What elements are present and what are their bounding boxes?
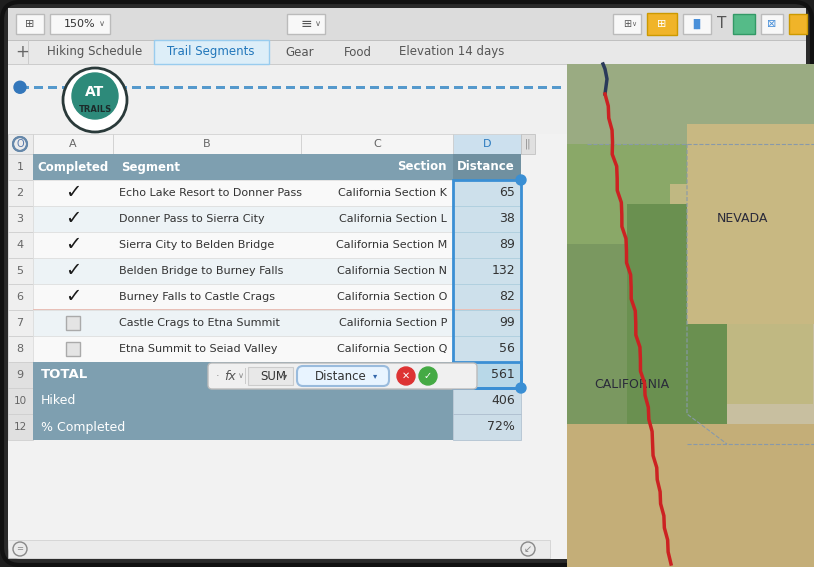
Bar bbox=[453, 180, 521, 206]
Bar bbox=[314, 86, 323, 88]
Text: Completed: Completed bbox=[37, 160, 108, 174]
Text: Donner Pass to Sierra City: Donner Pass to Sierra City bbox=[119, 214, 265, 224]
Text: Castle Crags to Etna Summit: Castle Crags to Etna Summit bbox=[119, 318, 280, 328]
Bar bbox=[33, 154, 521, 180]
Bar bbox=[453, 232, 521, 258]
Bar bbox=[33, 206, 453, 232]
Text: ✕: ✕ bbox=[402, 371, 410, 381]
Bar bbox=[8, 180, 33, 206]
Text: Hiked: Hiked bbox=[41, 395, 77, 408]
Text: 561: 561 bbox=[492, 369, 515, 382]
Bar bbox=[216, 86, 225, 88]
Text: ▾: ▾ bbox=[373, 371, 377, 380]
Text: 4: 4 bbox=[16, 240, 24, 250]
Text: Trail Segments: Trail Segments bbox=[167, 45, 255, 58]
Text: ∨: ∨ bbox=[238, 371, 244, 380]
Text: 82: 82 bbox=[499, 290, 515, 303]
Text: =: = bbox=[16, 544, 24, 553]
Bar bbox=[510, 86, 519, 88]
Text: Food: Food bbox=[344, 45, 372, 58]
Text: California Section O: California Section O bbox=[337, 292, 447, 302]
Text: 12: 12 bbox=[13, 422, 27, 432]
Text: 406: 406 bbox=[492, 395, 515, 408]
Bar bbox=[453, 414, 521, 440]
Bar bbox=[496, 86, 505, 88]
Bar bbox=[538, 86, 547, 88]
Bar bbox=[8, 258, 33, 284]
Bar bbox=[8, 154, 33, 180]
Bar bbox=[188, 86, 197, 88]
Text: A: A bbox=[69, 139, 77, 149]
Text: Etna Summit to Seiad Valley: Etna Summit to Seiad Valley bbox=[119, 344, 278, 354]
Text: 8: 8 bbox=[16, 344, 24, 354]
Bar bbox=[412, 86, 421, 88]
Bar bbox=[286, 86, 295, 88]
Circle shape bbox=[14, 81, 26, 93]
Text: 72%: 72% bbox=[487, 421, 515, 434]
Text: ∨: ∨ bbox=[315, 19, 321, 28]
Bar bbox=[8, 284, 33, 310]
Bar bbox=[453, 388, 521, 414]
Text: ✓: ✓ bbox=[424, 371, 432, 381]
Bar bbox=[453, 134, 521, 154]
Text: TOTAL: TOTAL bbox=[41, 369, 88, 382]
Text: ⊞: ⊞ bbox=[25, 19, 35, 29]
Bar bbox=[552, 86, 561, 88]
Text: O: O bbox=[16, 139, 24, 149]
Bar bbox=[670, 184, 813, 404]
Bar bbox=[118, 86, 127, 88]
Circle shape bbox=[516, 383, 526, 393]
Bar bbox=[567, 144, 710, 344]
Bar bbox=[300, 86, 309, 88]
Text: TRAILS: TRAILS bbox=[78, 104, 112, 113]
Bar bbox=[8, 388, 33, 414]
Text: B: B bbox=[204, 139, 211, 149]
Text: AT: AT bbox=[85, 85, 105, 99]
Text: Elevation 14 days: Elevation 14 days bbox=[400, 45, 505, 58]
Text: California Section L: California Section L bbox=[339, 214, 447, 224]
Bar bbox=[453, 206, 521, 232]
Text: fx: fx bbox=[224, 370, 236, 383]
Bar bbox=[33, 284, 453, 310]
Bar bbox=[627, 204, 727, 424]
Text: California Section Q: California Section Q bbox=[337, 344, 447, 354]
Bar bbox=[384, 86, 393, 88]
Bar bbox=[733, 14, 755, 34]
Text: ▐▌: ▐▌ bbox=[689, 19, 704, 29]
Bar bbox=[567, 424, 814, 567]
Bar bbox=[453, 310, 521, 336]
Bar bbox=[521, 134, 535, 154]
Bar bbox=[272, 86, 281, 88]
Bar bbox=[8, 40, 806, 64]
Bar bbox=[174, 86, 183, 88]
Bar bbox=[230, 86, 239, 88]
FancyBboxPatch shape bbox=[297, 366, 389, 386]
Bar bbox=[8, 8, 806, 40]
Text: 10: 10 bbox=[14, 396, 27, 406]
Text: CALIFORNIA: CALIFORNIA bbox=[594, 378, 670, 391]
Bar bbox=[683, 14, 711, 34]
Text: 56: 56 bbox=[499, 342, 515, 356]
Text: ✓: ✓ bbox=[65, 287, 81, 307]
Bar bbox=[90, 86, 99, 88]
Bar bbox=[287, 14, 325, 34]
Bar bbox=[647, 13, 677, 35]
Bar bbox=[482, 86, 491, 88]
Text: 5: 5 bbox=[16, 266, 24, 276]
Bar bbox=[453, 180, 521, 388]
Circle shape bbox=[516, 175, 526, 185]
Text: ·: · bbox=[216, 371, 220, 381]
Circle shape bbox=[419, 367, 437, 385]
Text: 150%: 150% bbox=[64, 19, 96, 29]
Bar bbox=[613, 14, 641, 34]
Bar bbox=[328, 86, 337, 88]
Bar bbox=[28, 40, 29, 64]
Text: 1: 1 bbox=[16, 162, 24, 172]
Text: ▾: ▾ bbox=[283, 371, 287, 380]
Circle shape bbox=[72, 73, 118, 119]
Text: SUM: SUM bbox=[260, 370, 286, 383]
Text: California Section P: California Section P bbox=[339, 318, 447, 328]
Bar bbox=[66, 342, 80, 356]
Bar bbox=[8, 232, 33, 258]
